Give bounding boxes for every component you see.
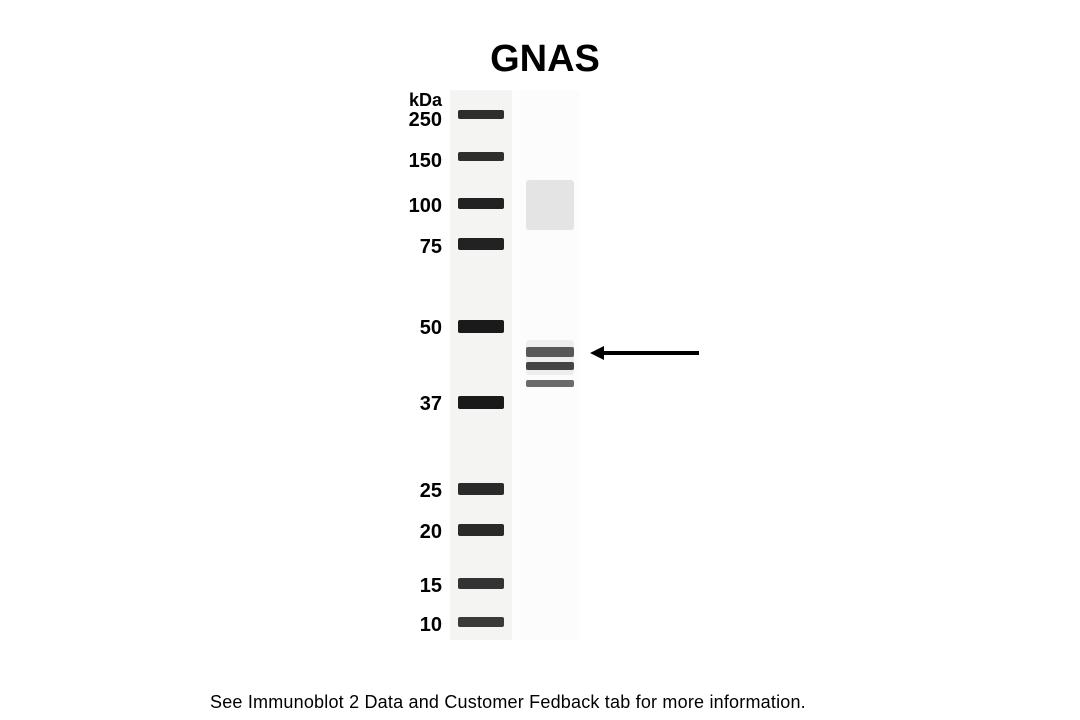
- figure-title: GNAS: [465, 38, 625, 81]
- ladder-band: [458, 198, 504, 209]
- ladder-band: [458, 110, 504, 119]
- mw-label: 20: [396, 521, 442, 544]
- ladder-band: [458, 320, 504, 333]
- target-band-arrow: [590, 341, 699, 365]
- western-blot-image: [450, 90, 580, 640]
- mw-label: 75: [396, 236, 442, 259]
- kda-unit-label: kDa: [396, 90, 442, 111]
- mw-label: 100: [396, 195, 442, 218]
- sample-band: [526, 347, 574, 357]
- mw-label: 150: [396, 150, 442, 173]
- ladder-band: [458, 578, 504, 589]
- mw-label: 10: [396, 614, 442, 637]
- sample-smear: [526, 180, 574, 230]
- sample-band: [526, 380, 574, 387]
- ladder-lane: [450, 90, 512, 640]
- ladder-band: [458, 396, 504, 409]
- figure-canvas: GNAS kDa 250 150 100 75 50 37 25 20 15 10 See Imm…: [0, 0, 1080, 720]
- ladder-band: [458, 524, 504, 536]
- footer-note: See Immunoblot 2 Data and Customer Fedba…: [210, 692, 806, 713]
- mw-label: 50: [396, 317, 442, 340]
- sample-lane: [520, 90, 580, 640]
- mw-label: 15: [396, 575, 442, 598]
- mw-label: 25: [396, 480, 442, 503]
- sample-band: [526, 362, 574, 370]
- ladder-band: [458, 483, 504, 495]
- ladder-band: [458, 238, 504, 250]
- ladder-band: [458, 152, 504, 161]
- mw-label: 37: [396, 393, 442, 416]
- ladder-band: [458, 617, 504, 627]
- mw-label: 250: [396, 109, 442, 132]
